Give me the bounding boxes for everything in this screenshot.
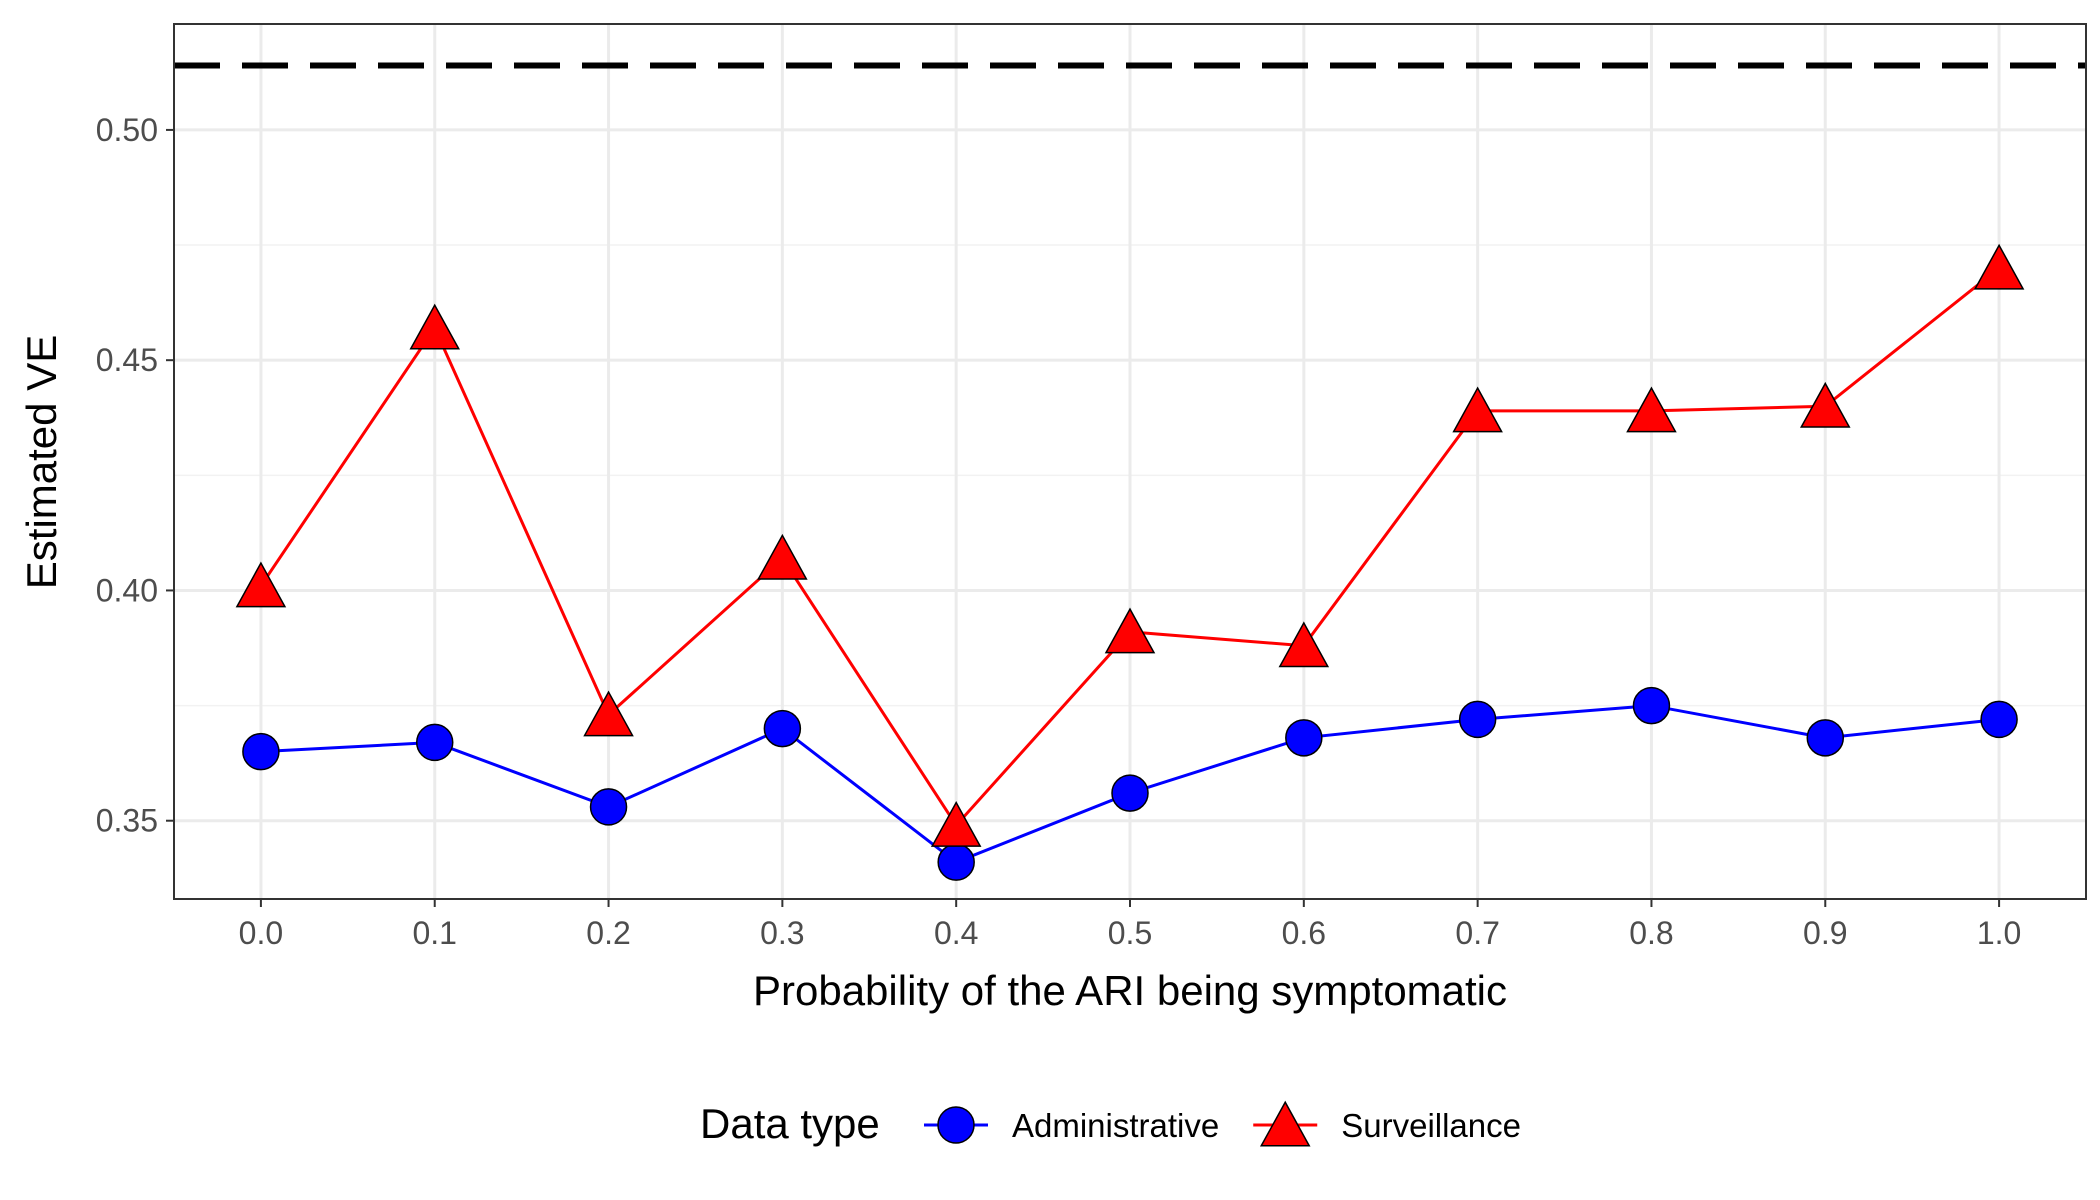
y-tick-label: 0.45 (96, 342, 158, 378)
y-axis-title: Estimated VE (18, 335, 65, 589)
data-point (937, 843, 975, 881)
x-tick-label: 0.5 (1108, 915, 1152, 951)
legend-item-administrative: Administrative (924, 1106, 1219, 1144)
x-tick-label: 0.2 (586, 915, 630, 951)
x-tick-label: 0.7 (1455, 915, 1499, 951)
y-tick-label: 0.35 (96, 803, 158, 839)
data-point (1452, 386, 1503, 433)
data-point (1973, 243, 2025, 290)
legend-items: Administrative Surveillance (924, 1100, 1521, 1147)
legend-label: Surveillance (1341, 1107, 1521, 1144)
y-tick-label: 0.40 (96, 572, 158, 608)
x-tick-label: 0.0 (239, 915, 283, 951)
data-point (242, 732, 280, 771)
data-point (583, 690, 634, 737)
legend-key-triangle (1259, 1100, 1311, 1147)
x-tick-label: 1.0 (1977, 915, 2021, 951)
legend-title: Data type (700, 1100, 880, 1147)
data-point (763, 709, 802, 748)
data-point (1285, 719, 1323, 757)
data-point (1458, 700, 1497, 739)
data-point (409, 303, 460, 350)
series-administrative (242, 686, 2018, 881)
x-axis-title: Probability of the ARI being symptomatic (753, 967, 1507, 1014)
x-tick-label: 0.8 (1629, 915, 1673, 951)
data-point (415, 723, 454, 762)
data-point (930, 800, 982, 847)
data-point (1626, 386, 1677, 433)
legend-key-circle (937, 1106, 975, 1144)
data-point (235, 561, 287, 608)
data-point (1806, 719, 1845, 757)
data-point (757, 533, 808, 580)
series-surveillance (235, 243, 2025, 847)
x-tick-label: 0.9 (1803, 915, 1847, 951)
legend-label: Administrative (1012, 1107, 1219, 1144)
axes: 0.35 0.40 0.45 0.50 0.0 0.1 0.2 0.3 0.4 0.5 0.6 0.7… (96, 112, 2022, 951)
x-tick-label: 0.6 (1282, 915, 1326, 951)
data-point (1800, 381, 1851, 428)
data-point (1632, 686, 1671, 725)
data-point (1278, 621, 1330, 668)
data-point (1104, 607, 1156, 654)
data-point (589, 788, 628, 826)
x-tick-label: 0.3 (760, 915, 804, 951)
x-tick-label: 0.1 (412, 915, 456, 951)
legend: Data type Administrative Surveillance (700, 1100, 1521, 1147)
y-tick-label: 0.50 (96, 112, 158, 148)
series-group (235, 243, 2025, 881)
legend-item-surveillance: Surveillance (1253, 1100, 1521, 1147)
data-point (1980, 700, 2018, 739)
x-tick-label: 0.4 (934, 915, 978, 951)
data-point (1111, 774, 1149, 812)
